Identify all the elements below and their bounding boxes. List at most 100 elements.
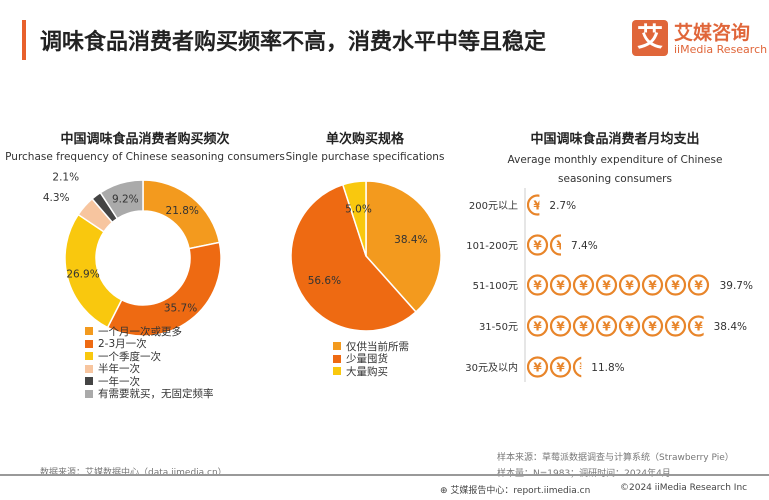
legend-item: 一个季度一次	[85, 350, 214, 363]
chart2-subtitle: Single purchase specifications	[285, 151, 445, 163]
yuan-glyph: ¥	[533, 239, 542, 253]
yuan-coin-icon	[687, 315, 704, 337]
legend-item: 少量囤货	[333, 353, 409, 366]
yuan-glyph: ¥	[625, 320, 634, 334]
yuan-glyph: ¥	[602, 320, 611, 334]
yuan-glyph: ¥	[556, 239, 565, 253]
yuan-coin-icon	[572, 315, 595, 337]
slice-5	[99, 179, 144, 220]
legend-swatch	[333, 342, 341, 351]
yuan-coin-icon	[527, 234, 549, 256]
coin-row: ¥ ¥ ¥	[527, 356, 588, 378]
yuan-coin-icon	[549, 356, 572, 378]
yuan-glyph: ¥	[602, 279, 611, 293]
slice-1	[290, 183, 418, 332]
legend-item: 仅供当前所需	[333, 340, 409, 353]
legend-item: 半年一次	[85, 363, 214, 376]
legend-label: 大量购买	[346, 365, 388, 378]
sample-size: 样本量：N=1983；调研时间：2024年4月	[497, 466, 671, 479]
yuan-glyph: ¥	[671, 320, 680, 334]
legend-swatch	[333, 354, 341, 363]
yuan-glyph: ¥	[579, 361, 588, 375]
category-label: 51-100元	[473, 281, 518, 292]
chart1-title: 中国调味食品消费者购买频次	[60, 132, 230, 147]
yuan-coin-icon	[641, 274, 664, 296]
yuan-glyph: ¥	[694, 320, 703, 334]
legend-label: 一年一次	[98, 375, 140, 388]
yuan-glyph: ¥	[533, 199, 542, 213]
yuan-glyph: ¥	[579, 320, 588, 334]
chart2-legend: 仅供当前所需 少量囤货 大量购买	[333, 340, 409, 378]
coin-row: ¥ ¥	[527, 234, 565, 256]
value-label: 11.8%	[591, 362, 624, 374]
category-label: 30元及以内	[465, 361, 518, 374]
yuan-glyph: ¥	[625, 279, 634, 293]
yuan-coin-icon	[641, 315, 664, 337]
yuan-glyph: ¥	[579, 279, 588, 293]
yuan-glyph: ¥	[648, 320, 657, 334]
yuan-coin-icon	[687, 274, 710, 296]
legend-swatch	[333, 367, 341, 376]
coin-row: ¥ ¥ ¥ ¥ ¥ ¥ ¥ ¥	[527, 315, 704, 337]
legend-label: 少量囤货	[346, 353, 388, 366]
yuan-coin-icon	[527, 356, 549, 378]
yuan-coin-icon	[595, 315, 618, 337]
slice-label-0: 38.4%	[394, 234, 427, 246]
footer-divider	[0, 474, 769, 476]
yuan-glyph: ¥	[556, 320, 565, 334]
page-title: 调味食品消费者购买频率不高，消费水平中等且稳定	[40, 30, 547, 55]
data-source: 数据来源：艾媒数据中心（data.iimedia.cn）	[40, 468, 227, 478]
legend-swatch	[85, 364, 93, 373]
yuan-glyph: ¥	[671, 279, 680, 293]
yuan-coin-icon	[618, 315, 641, 337]
yuan-coin-icon	[527, 315, 549, 337]
globe-icon: ⊕	[440, 486, 451, 496]
value-label: 2.7%	[549, 200, 576, 212]
yuan-coin-icon	[572, 356, 582, 378]
coin-row: ¥	[527, 194, 542, 216]
chart1-subtitle: Purchase frequency of Chinese seasoning …	[5, 151, 285, 163]
legend-label: 半年一次	[98, 363, 140, 376]
legend-item: 有需要就买，无固定频率	[85, 388, 214, 400]
yuan-coin-icon	[549, 234, 562, 256]
slice-label-2: 26.9%	[66, 269, 99, 281]
yuan-coin-icon	[664, 274, 687, 296]
yuan-coin-icon	[527, 194, 540, 216]
sample-source: 样本来源：草莓派数据调查与计算系统（Strawberry Pie）	[497, 453, 734, 463]
category-label: 200元以上	[469, 200, 518, 212]
value-label: 39.7%	[720, 280, 753, 292]
yuan-coin-icon	[572, 274, 595, 296]
yuan-glyph: ¥	[533, 320, 542, 334]
yuan-coin-icon	[549, 315, 572, 337]
slice-1	[106, 241, 222, 337]
category-label: 31-50元	[479, 322, 518, 333]
slice-label-4: 2.1%	[52, 171, 79, 183]
yuan-coin-icon	[527, 274, 549, 296]
yuan-coin-icon	[549, 274, 572, 296]
yuan-glyph: ¥	[648, 279, 657, 293]
yuan-glyph: ¥	[533, 279, 542, 293]
slice-label-0: 21.8%	[166, 205, 199, 217]
chart1-legend: 一个月一次或更多 2-3月一次 一个季度一次 半年一次 一年一次 有需要就买，无固定频率	[85, 325, 214, 400]
yuan-coin-icon	[664, 315, 687, 337]
category-label: 101-200元	[466, 241, 518, 252]
logo-cn: 艾媒咨询	[674, 22, 751, 44]
yuan-glyph: ¥	[533, 361, 542, 375]
chart3-subtitle: Average monthly expenditure of Chinese s…	[507, 154, 723, 185]
report-text: 艾媒报告中心：report.iimedia.cn	[450, 486, 591, 496]
yuan-coin-icon	[595, 274, 618, 296]
chart3-title: 中国调味食品消费者月均支出	[530, 132, 700, 147]
legend-swatch	[85, 339, 93, 348]
legend-item: 一个月一次或更多	[85, 325, 214, 338]
slice-label-1: 56.6%	[308, 275, 341, 287]
yuan-glyph: ¥	[556, 361, 565, 375]
legend-swatch	[85, 377, 93, 386]
logo-en: iiMedia Research	[674, 43, 768, 56]
yuan-glyph: ¥	[556, 279, 565, 293]
value-label: 38.4%	[714, 321, 747, 333]
legend-swatch	[85, 389, 93, 398]
report-link[interactable]: ⊕ 艾媒报告中心：report.iimedia.cn	[440, 483, 590, 496]
legend-label: 一个季度一次	[98, 350, 161, 363]
legend-swatch	[85, 327, 93, 336]
